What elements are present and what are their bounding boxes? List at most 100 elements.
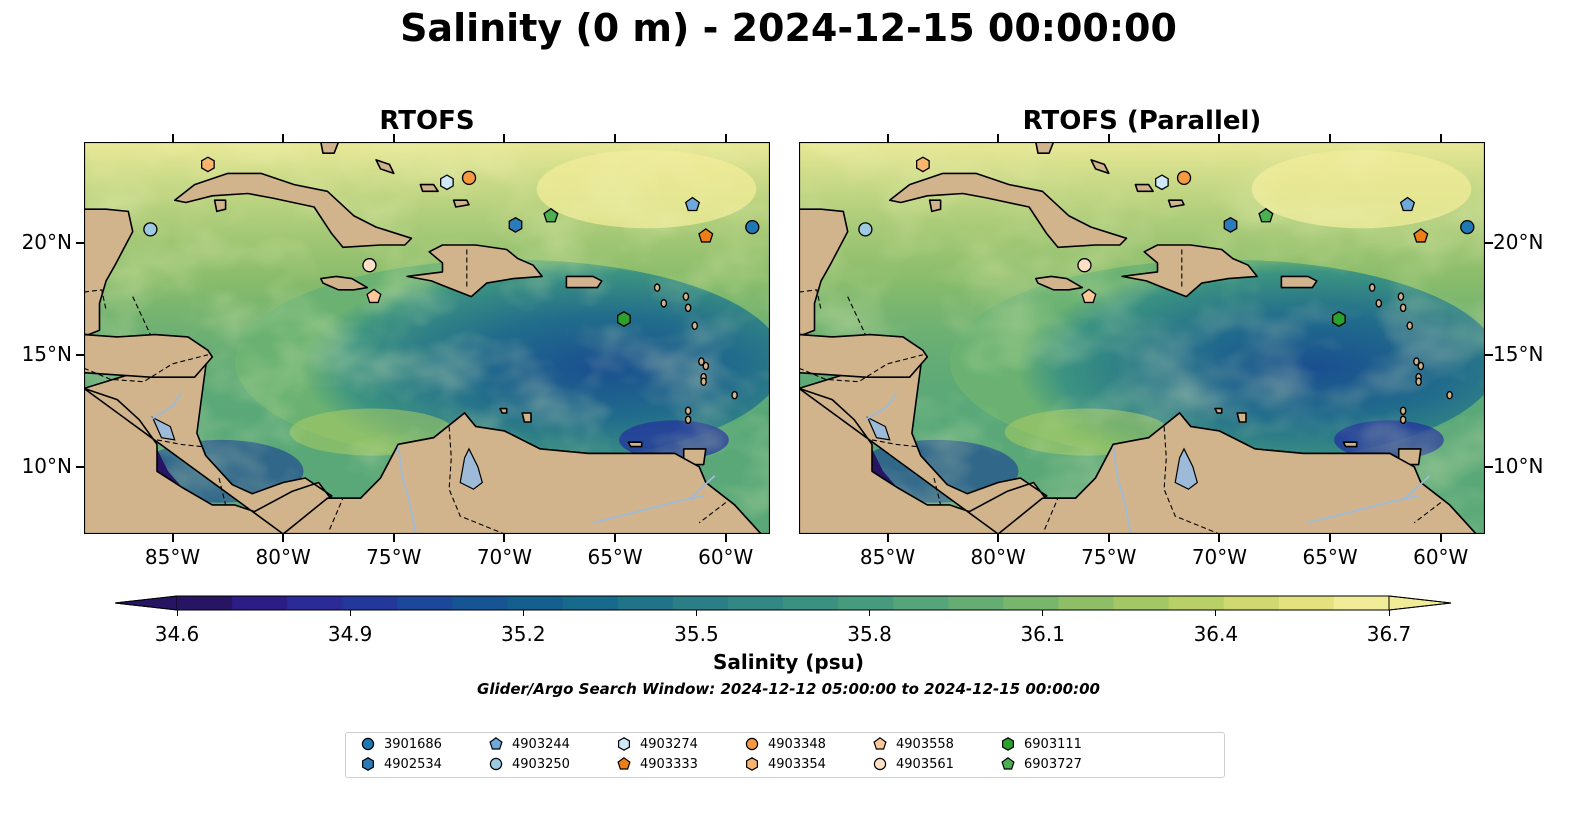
land-polygon	[173, 172, 413, 249]
colorbar-tick-label: 36.1	[1020, 622, 1065, 646]
colorbar-swatch	[562, 596, 619, 610]
legend-marker	[1002, 737, 1014, 751]
float-marker-4903250	[858, 222, 873, 237]
lat-tick-label-right: 15°N	[1493, 341, 1544, 366]
colorbar-swatch	[177, 596, 233, 610]
float-marker-4903274	[440, 174, 454, 191]
colorbar-swatch	[452, 596, 509, 610]
lon-tick-mark	[614, 534, 617, 542]
legend-item-4903244: 4903244	[488, 736, 570, 752]
float-marker-4903348	[1176, 170, 1192, 185]
lake-maracaibo	[459, 447, 483, 490]
lon-tick-mark	[1329, 134, 1332, 142]
legend-label: 4903244	[512, 736, 570, 752]
land-polygon	[1121, 244, 1258, 298]
colorbar-swatch	[838, 596, 894, 610]
land-polygon	[84, 349, 346, 534]
country-border	[933, 477, 942, 506]
country-border	[84, 354, 209, 383]
land-polygon	[928, 199, 942, 213]
country-border	[1044, 497, 1059, 530]
lon-tick-mark	[1107, 534, 1110, 542]
float-marker-3901686	[1460, 219, 1475, 235]
legend-item-4902534: 4902534	[360, 756, 442, 772]
legend-item-4903561: 4903561	[872, 756, 954, 772]
country-border	[218, 477, 227, 506]
legend-label: 6903727	[1024, 756, 1082, 772]
panel-title-right: RTOFS (Parallel)	[1022, 106, 1262, 136]
colorbar-tick-mark	[1215, 610, 1217, 616]
lon-tick-mark	[886, 134, 889, 142]
lon-tick-mark	[503, 534, 506, 542]
lon-tick-label: 80°W	[970, 545, 1026, 569]
colorbar-swatch	[1058, 596, 1115, 610]
land-polygon	[499, 407, 508, 414]
island	[700, 377, 707, 386]
island	[731, 390, 738, 400]
island	[702, 361, 710, 371]
island	[684, 415, 692, 425]
river	[397, 446, 417, 534]
land-polygon	[1035, 275, 1084, 291]
colorbar-swatch	[1168, 596, 1225, 610]
lat-tick-label-left: 15°N	[21, 341, 72, 366]
lon-tick-mark	[886, 534, 889, 542]
river	[1404, 475, 1431, 499]
lat-tick-label-right: 10°N	[1493, 453, 1544, 478]
float-marker-6903727	[1258, 207, 1274, 223]
land-polygon	[84, 333, 214, 378]
land-polygon	[1280, 275, 1318, 289]
lake-nicaragua	[151, 416, 176, 441]
legend-marker	[1001, 757, 1015, 770]
land-polygon	[888, 172, 1128, 249]
float-marker-6903111	[617, 311, 631, 327]
country-border	[84, 289, 107, 311]
river	[1307, 495, 1419, 524]
land-polygon	[452, 199, 470, 208]
lon-tick-label: 85°W	[859, 545, 916, 569]
legend-label: 3901686	[384, 736, 442, 752]
island	[698, 357, 705, 366]
float-marker-4903348	[461, 170, 477, 185]
map-frame	[799, 142, 1485, 534]
colorbar-swatch	[1278, 596, 1335, 610]
legend-item-4903274: 4903274	[616, 736, 698, 752]
float-marker-4903244	[1399, 196, 1416, 212]
lat-tick-mark	[1485, 465, 1493, 468]
float-marker-4903274	[1155, 174, 1169, 191]
lake-maracaibo	[1174, 447, 1198, 490]
lon-tick-mark	[1439, 534, 1442, 542]
land-polygon	[565, 275, 603, 289]
lon-tick-mark	[392, 134, 395, 142]
legend-marker	[361, 737, 375, 751]
figure-title: Salinity (0 m) - 2024-12-15 00:00:00	[400, 6, 1177, 50]
river	[689, 475, 716, 499]
lon-tick-label: 85°W	[144, 545, 201, 569]
lat-tick-mark	[1485, 241, 1493, 244]
float-legend: 3901686 4902534 4903244 4903250 4903274 49033…	[345, 732, 1225, 778]
colorbar-tick-mark	[869, 610, 871, 616]
float-marker-4903558	[1081, 288, 1097, 304]
float-marker-6903727	[543, 207, 559, 223]
island	[1399, 303, 1407, 313]
float-marker-4903561	[1077, 258, 1092, 273]
legend-label: 4903250	[512, 756, 570, 772]
land-polygon	[419, 183, 439, 193]
island	[682, 292, 690, 301]
lat-tick-label-left: 10°N	[21, 453, 72, 478]
land-polygon	[1167, 199, 1185, 208]
lon-tick-label: 60°W	[1413, 545, 1469, 569]
legend-label: 4903558	[896, 736, 954, 752]
island	[1375, 298, 1383, 308]
colorbar-tick-mark	[1042, 610, 1044, 616]
lat-tick-mark	[1485, 353, 1493, 356]
lat-tick-label-right: 20°N	[1493, 229, 1544, 254]
land-polygon	[627, 441, 643, 448]
country-border	[156, 439, 202, 448]
salinity-map-left	[84, 142, 770, 534]
lon-tick-label: 80°W	[255, 545, 311, 569]
colorbar-swatch	[342, 596, 398, 610]
island	[1413, 357, 1420, 366]
colorbar-swatch	[507, 596, 564, 610]
land-polygon	[320, 275, 369, 291]
